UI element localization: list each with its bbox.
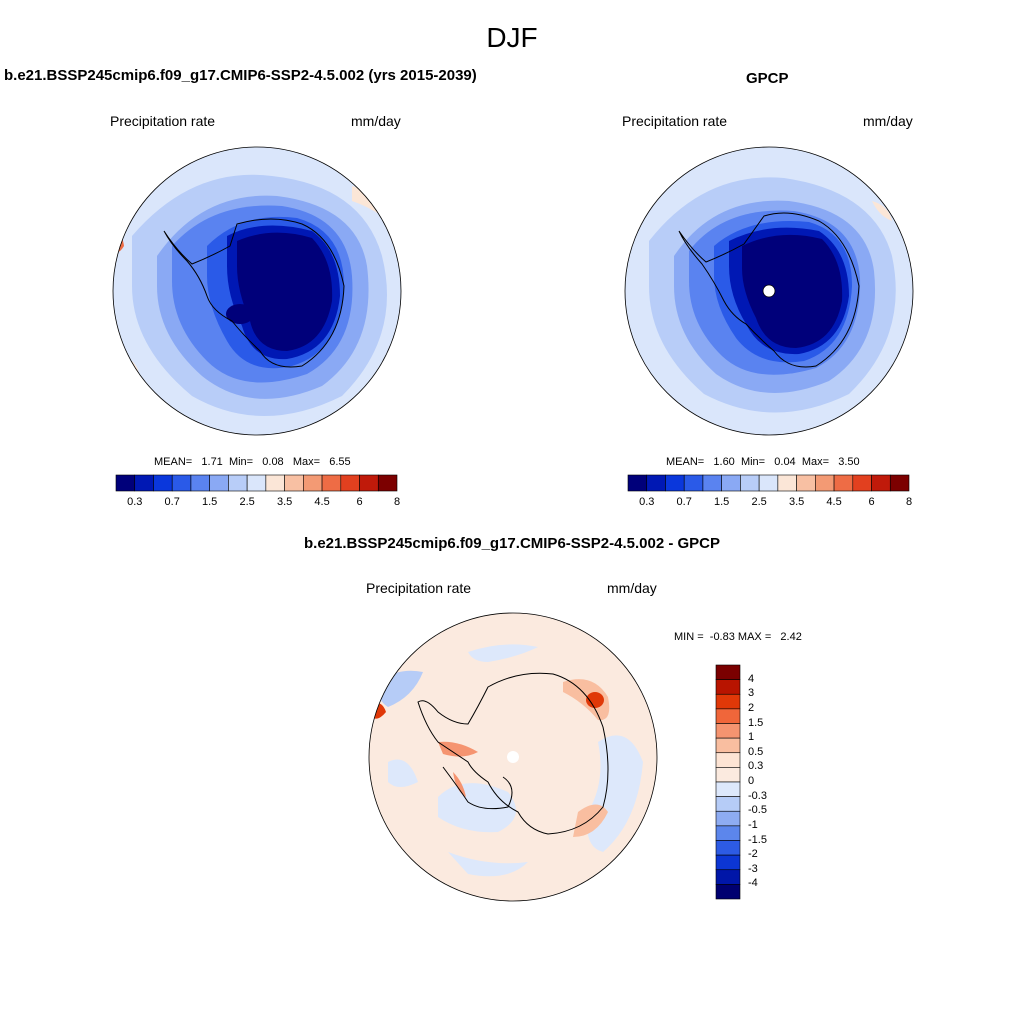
model-colorbar-ticks: 0.3 0.7 1.5 2.5 3.5 4.5 6 8: [116, 496, 401, 510]
colorbar-tick-label: 0: [748, 775, 755, 787]
colorbar-swatch: [715, 810, 741, 827]
colorbar-swatch: [153, 474, 173, 492]
diff-colorbar: [715, 664, 741, 900]
colorbar-swatch: [715, 752, 741, 768]
colorbar-tick-label: -4: [748, 877, 758, 890]
obs-units-label: mm/day: [863, 113, 913, 129]
colorbar-swatch: [246, 474, 267, 492]
colorbar-swatch: [377, 474, 398, 492]
colorbar-tick-label: -1.5: [748, 833, 767, 846]
diff-stats: MIN = -0.83 MAX = 2.42: [674, 631, 802, 643]
colorbar-swatch: [715, 781, 741, 797]
obs-polar-map: [624, 146, 914, 436]
colorbar-swatch: [321, 474, 342, 492]
colorbar-swatch: [852, 474, 872, 492]
colorbar-tick-label: -1: [748, 818, 758, 831]
colorbar-tick-label: 6: [868, 496, 875, 508]
colorbar-swatch: [115, 474, 136, 492]
model-units-label: mm/day: [351, 113, 401, 129]
colorbar-swatch: [796, 474, 816, 492]
colorbar-swatch: [359, 474, 379, 492]
diff-panel-title: b.e21.BSSP245cmip6.f09_g17.CMIP6-SSP2-4.…: [303, 535, 721, 552]
colorbar-swatch: [171, 474, 192, 492]
colorbar-swatch: [715, 840, 741, 856]
season-title: DJF: [486, 22, 538, 53]
colorbar-swatch: [871, 474, 891, 492]
diff-variable-label: Precipitation rate: [366, 580, 472, 596]
colorbar-swatch: [777, 474, 797, 492]
colorbar-tick-label: 0.5: [748, 745, 764, 758]
colorbar-swatch: [284, 474, 304, 492]
model-colorbar: [115, 474, 398, 492]
colorbar-swatch: [190, 474, 210, 492]
colorbar-swatch: [715, 679, 741, 695]
colorbar-tick-label: 4.5: [314, 496, 330, 508]
colorbar-tick-label: 4.5: [826, 496, 842, 508]
colorbar-swatch: [889, 474, 910, 492]
colorbar-tick-label: 0.3: [748, 760, 764, 773]
colorbar-tick-label: 2: [748, 701, 755, 714]
diff-polar-map: [368, 612, 658, 902]
diff-units-label: mm/day: [607, 580, 657, 596]
colorbar-tick-label: 1: [748, 731, 755, 744]
model-polar-map: [112, 146, 402, 436]
colorbar-tick-label: 0.3: [127, 496, 143, 508]
colorbar-swatch: [134, 474, 154, 492]
colorbar-swatch: [665, 474, 685, 492]
colorbar-tick-label: 8: [905, 496, 913, 508]
colorbar-swatch: [715, 708, 741, 724]
colorbar-tick-label: 3.5: [788, 496, 805, 508]
obs-stats: MEAN= 1.60 Min= 0.04 Max= 3.50: [666, 456, 860, 468]
colorbar-tick-label: 1.5: [202, 496, 218, 508]
colorbar-tick-label: 3: [748, 687, 755, 700]
colorbar-tick-label: 2.5: [751, 496, 767, 508]
colorbar-swatch: [683, 474, 704, 492]
colorbar-swatch: [340, 474, 360, 492]
colorbar-tick-label: 1.5: [714, 496, 730, 508]
colorbar-swatch: [715, 767, 741, 783]
colorbar-tick-label: 3.5: [276, 496, 293, 508]
colorbar-swatch: [228, 474, 248, 492]
colorbar-tick-label: 0.7: [676, 496, 692, 508]
colorbar-tick-label: 4: [748, 672, 755, 685]
obs-colorbar: [627, 474, 910, 492]
colorbar-tick-label: 0.7: [164, 496, 180, 508]
colorbar-swatch: [758, 474, 779, 492]
colorbar-tick-label: 0.3: [639, 496, 655, 508]
colorbar-tick-label: -3: [748, 862, 758, 875]
obs-panel-title: GPCP: [746, 70, 789, 87]
colorbar-tick-label: 6: [356, 496, 363, 508]
colorbar-swatch: [715, 737, 741, 754]
colorbar-swatch: [265, 474, 285, 492]
colorbar-swatch: [715, 884, 741, 900]
colorbar-tick-label: -0.5: [748, 804, 767, 817]
colorbar-swatch: [721, 474, 741, 492]
colorbar-tick-label: 8: [393, 496, 401, 508]
colorbar-swatch: [715, 869, 741, 885]
colorbar-swatch: [715, 693, 741, 710]
model-variable-label: Precipitation rate: [110, 113, 216, 129]
colorbar-tick-label: -0.3: [748, 789, 767, 802]
colorbar-swatch: [833, 474, 854, 492]
diff-colorbar-ticks: 4 3 2 1.5 1 0.5 0.3 0 -0.3 -0.5 -1 -1.5 -2 -3 -4: [748, 665, 788, 899]
obs-colorbar-ticks: 0.3 0.7 1.5 2.5 3.5 4.5 6 8: [628, 496, 913, 510]
colorbar-swatch: [715, 796, 741, 812]
colorbar-swatch: [815, 474, 835, 492]
colorbar-swatch: [702, 474, 722, 492]
colorbar-swatch: [646, 474, 666, 492]
obs-variable-label: Precipitation rate: [622, 113, 728, 129]
model-stats: MEAN= 1.71 Min= 0.08 Max= 6.55: [154, 456, 351, 468]
colorbar-tick-label: 2.5: [239, 496, 255, 508]
model-panel-title: b.e21.BSSP245cmip6.f09_g17.CMIP6-SSP2-4.…: [4, 67, 477, 84]
colorbar-swatch: [715, 664, 741, 680]
colorbar-swatch: [303, 474, 323, 492]
colorbar-tick-label: 1.5: [748, 716, 764, 729]
colorbar-swatch: [715, 854, 741, 871]
colorbar-swatch: [627, 474, 648, 492]
colorbar-tick-label: -2: [748, 848, 758, 861]
colorbar-swatch: [209, 474, 229, 492]
colorbar-swatch: [715, 723, 741, 739]
colorbar-swatch: [740, 474, 760, 492]
colorbar-swatch: [715, 825, 741, 841]
